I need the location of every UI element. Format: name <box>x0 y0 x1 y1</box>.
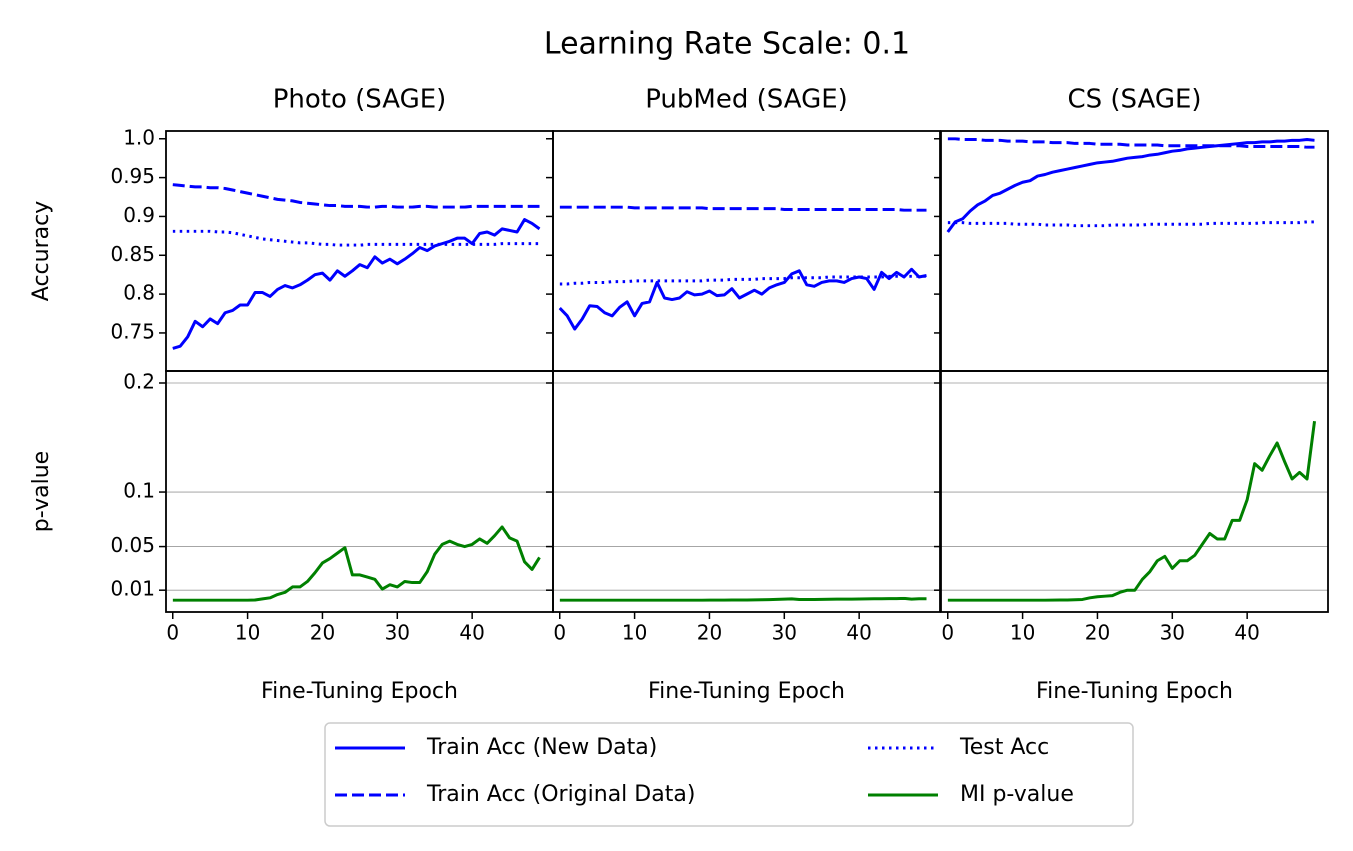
y-tick-label: 0.8 <box>123 281 155 305</box>
series-line <box>948 222 1315 226</box>
x-tick-label: 20 <box>697 621 722 645</box>
series-line <box>948 140 1315 232</box>
figure-title: Learning Rate Scale: 0.1 <box>544 27 910 62</box>
series-line <box>173 527 540 600</box>
x-tick-label: 10 <box>1010 621 1035 645</box>
x-tick-label: 0 <box>941 621 954 645</box>
series-line <box>560 598 927 600</box>
series-line <box>948 421 1315 600</box>
panel-title: Photo (SAGE) <box>273 85 447 115</box>
legend-label: Train Acc (New Data) <box>426 735 657 760</box>
legend-label: Train Acc (Original Data) <box>426 782 695 807</box>
y-tick-label: 0.75 <box>110 319 155 343</box>
y-tick-label: 0.01 <box>110 577 155 601</box>
y-tick-label: 0.85 <box>110 242 155 266</box>
x-tick-label: 0 <box>553 621 566 645</box>
series-line <box>173 185 540 208</box>
y-tick-label: 0.95 <box>110 164 155 188</box>
x-tick-label: 10 <box>622 621 647 645</box>
y-tick-label: 1.0 <box>123 125 155 149</box>
legend-label: Test Acc <box>959 735 1049 760</box>
legend-label: MI p-value <box>960 782 1074 807</box>
panel-title: PubMed (SAGE) <box>645 85 848 115</box>
axes-frame <box>940 130 1329 372</box>
x-tick-label: 0 <box>166 621 179 645</box>
y-tick-label: 0.05 <box>110 533 155 557</box>
series-line <box>948 139 1315 148</box>
x-axis-label: Fine-Tuning Epoch <box>648 679 845 704</box>
series-line <box>560 207 927 210</box>
x-tick-label: 40 <box>1234 621 1259 645</box>
y-tick-label: 0.1 <box>123 479 155 503</box>
series-line <box>173 231 540 245</box>
x-axis-label: Fine-Tuning Epoch <box>1036 679 1233 704</box>
y-axis-label: Accuracy <box>29 201 54 301</box>
axes-frame <box>552 370 941 613</box>
axes-frame <box>165 130 554 372</box>
x-tick-label: 10 <box>235 621 260 645</box>
series-line <box>173 220 540 349</box>
y-tick-label: 0.9 <box>123 203 155 227</box>
y-tick-label: 0.2 <box>123 369 155 393</box>
x-tick-label: 40 <box>846 621 871 645</box>
axes-frame <box>552 130 941 372</box>
x-tick-label: 30 <box>385 621 410 645</box>
x-tick-label: 40 <box>459 621 484 645</box>
panel-title: CS (SAGE) <box>1067 85 1201 115</box>
series-line <box>560 276 927 284</box>
series-line <box>560 269 927 329</box>
x-tick-label: 30 <box>1160 621 1185 645</box>
y-axis-label: p-value <box>29 451 54 532</box>
x-tick-label: 30 <box>772 621 797 645</box>
x-tick-label: 20 <box>310 621 335 645</box>
axes-frame <box>940 370 1329 613</box>
x-axis-label: Fine-Tuning Epoch <box>261 679 458 704</box>
x-tick-label: 20 <box>1085 621 1110 645</box>
